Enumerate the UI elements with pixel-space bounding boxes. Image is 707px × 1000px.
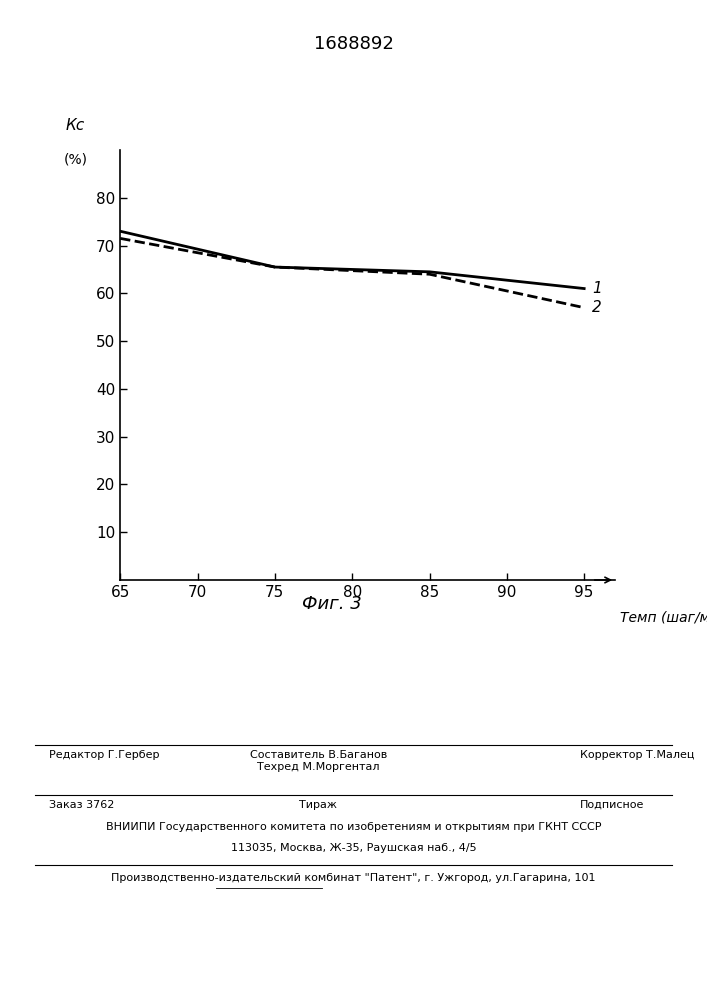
Text: Тираж: Тираж bbox=[299, 800, 337, 810]
Text: Фиг. 3: Фиг. 3 bbox=[303, 595, 362, 613]
Text: Темп (шаг/мин): Темп (шаг/мин) bbox=[620, 610, 707, 624]
Text: 113035, Москва, Ж-35, Раушская наб., 4/5: 113035, Москва, Ж-35, Раушская наб., 4/5 bbox=[230, 843, 477, 853]
Text: Кс: Кс bbox=[66, 118, 86, 133]
Text: Составитель В.Баганов
Техред М.Моргентал: Составитель В.Баганов Техред М.Моргентал bbox=[250, 750, 387, 772]
Text: 1688892: 1688892 bbox=[314, 35, 393, 53]
Text: Корректор Т.Малец: Корректор Т.Малец bbox=[580, 750, 694, 760]
Text: Производственно-издательский комбинат "Патент", г. Ужгород, ул.Гагарина, 101: Производственно-издательский комбинат "П… bbox=[111, 873, 596, 883]
Text: Подписное: Подписное bbox=[580, 800, 644, 810]
Text: 2: 2 bbox=[592, 300, 602, 315]
Text: 1: 1 bbox=[592, 281, 602, 296]
Text: Заказ 3762: Заказ 3762 bbox=[49, 800, 115, 810]
Text: Редактор Г.Гербер: Редактор Г.Гербер bbox=[49, 750, 160, 760]
Text: ВНИИПИ Государственного комитета по изобретениям и открытиям при ГКНТ СССР: ВНИИПИ Государственного комитета по изоб… bbox=[106, 822, 601, 832]
Text: (%): (%) bbox=[64, 152, 88, 166]
